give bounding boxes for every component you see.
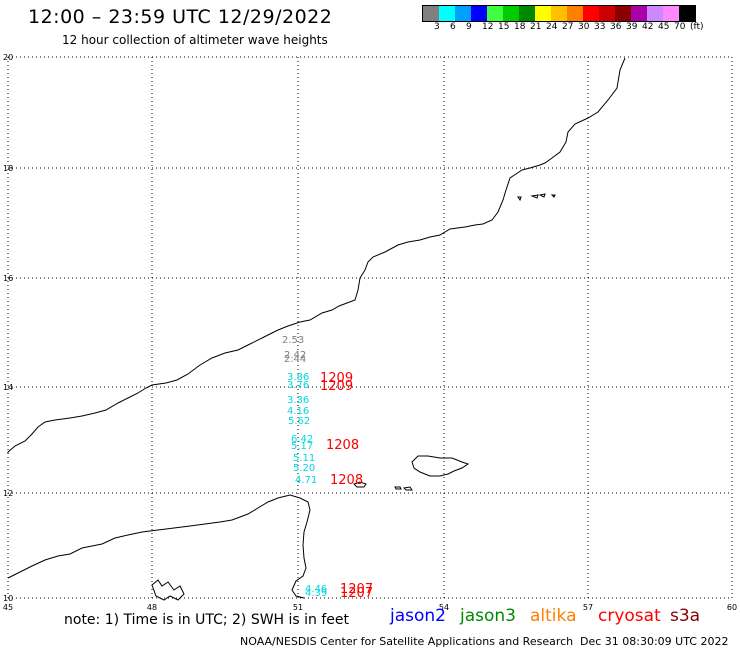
legend-swatch [519, 6, 535, 21]
arabian-coastline [7, 57, 626, 454]
legend-swatch [423, 6, 439, 21]
latitude-tick-labels: 20 18 16 14 12 10 [3, 53, 13, 603]
abd-al-kuri-island [353, 481, 367, 488]
legend-swatch [599, 6, 615, 21]
footer-note: note: 1) Time is in UTC; 2) SWH is in fe… [64, 612, 350, 628]
pass-time-label: 1207 [340, 586, 373, 601]
swh-label: 5.17 [291, 441, 313, 452]
kuria-muria-islet-1 [517, 196, 522, 202]
kuria-muria-islet-4 [550, 194, 556, 198]
legend-label: 15 [498, 22, 510, 32]
swh-label: 2.53 [282, 335, 304, 346]
lon-tick-label: 54 [439, 603, 449, 612]
somali-coastline [7, 494, 311, 599]
legend-swatch [487, 6, 503, 21]
legend-label: 18 [514, 22, 526, 32]
legend-label: (ft) [690, 22, 704, 32]
lon-tick-label: 60 [727, 603, 737, 612]
satellite-name-altika: altika [530, 606, 577, 626]
pass-time-label: 1207 [340, 582, 373, 597]
kuria-muria-islet-2 [530, 194, 539, 199]
swh-label: 5.11 [293, 453, 315, 464]
lon-tick-label: 51 [293, 603, 303, 612]
swh-label: 3.36 [287, 395, 309, 406]
swh-label: 2.42 [284, 350, 306, 361]
pass-time-label: 1208 [330, 473, 363, 488]
satellite-name-jason2: jason2 [390, 606, 446, 626]
legend-label: 3 [434, 22, 440, 32]
wave-height-labels: 2.53 2.422.44 3.863.76 3.364.165.62 6.425.17… [282, 335, 327, 599]
kuria-muria-islet-3 [538, 193, 546, 198]
lat-tick-label: 14 [3, 383, 13, 392]
legend-swatch [535, 6, 551, 21]
lon-tick-label: 57 [583, 603, 593, 612]
satellite-name-cryosat: cryosat [598, 606, 661, 626]
lat-tick-label: 20 [3, 53, 13, 62]
swh-label: 3.86 [287, 372, 309, 383]
lat-tick-label: 10 [3, 594, 13, 603]
swh-label: 4.71 [295, 475, 317, 486]
legend-swatch [455, 6, 471, 21]
small-islet-1 [394, 486, 402, 490]
legend-label: 21 [530, 22, 542, 32]
chart-title: 12:00 – 23:59 UTC 12/29/2022 [28, 6, 333, 28]
pass-time-label: 1209 [320, 379, 353, 394]
swh-label: 4.46 [305, 584, 327, 595]
coastline [7, 57, 626, 601]
lon-tick-label: 48 [147, 603, 157, 612]
longitude-tick-labels: 45 48 51 54 57 60 [3, 603, 737, 612]
somali-bay-inlet [151, 579, 185, 601]
color-legend [422, 5, 696, 22]
legend-label: 12 [482, 22, 494, 32]
legend-label: 36 [610, 22, 622, 32]
swh-label: 2.44 [284, 354, 306, 365]
lon-tick-label: 45 [3, 603, 13, 612]
legend-label: 30 [578, 22, 590, 32]
swh-label: 5.62 [288, 416, 310, 427]
swh-label: 3.76 [287, 380, 309, 391]
legend-label: 70 [674, 22, 686, 32]
legend-swatch [583, 6, 599, 21]
legend-label: 39 [626, 22, 638, 32]
socotra-island [411, 455, 470, 477]
legend-swatch [663, 6, 679, 21]
legend-label: 42 [642, 22, 654, 32]
legend-swatch [631, 6, 647, 21]
legend-swatch [439, 6, 455, 21]
legend-label: 6 [450, 22, 456, 32]
small-islet-2 [402, 486, 413, 491]
lat-tick-label: 12 [3, 489, 13, 498]
legend-label: 33 [594, 22, 606, 32]
legend-label: 45 [658, 22, 670, 32]
swh-label: 6.42 [291, 434, 313, 445]
legend-swatch [647, 6, 663, 21]
legend-label: 27 [562, 22, 574, 32]
lat-tick-label: 18 [3, 164, 13, 173]
legend-swatch [567, 6, 583, 21]
pass-time-label: 1209 [320, 371, 353, 386]
lat-tick-label: 16 [3, 274, 13, 283]
swh-label: 4.39 [305, 588, 327, 599]
legend-label: 9 [466, 22, 472, 32]
lat-lon-grid [7, 56, 733, 599]
legend-swatch [471, 6, 487, 21]
swh-label: 5.20 [293, 463, 315, 474]
legend-swatch [679, 6, 695, 21]
pass-time-label: 1208 [326, 438, 359, 453]
legend-swatch [551, 6, 567, 21]
swh-label: 4.16 [287, 406, 309, 417]
chart-subtitle: 12 hour collection of altimeter wave hei… [62, 33, 328, 47]
satellite-name-jason3: jason3 [460, 606, 516, 626]
generated-timestamp: Dec 31 08:30:09 UTC 2022 [580, 635, 729, 648]
satellite-name-s3a: s3a [670, 606, 701, 626]
legend-swatch [503, 6, 519, 21]
legend-swatch [615, 6, 631, 21]
legend-label: 24 [546, 22, 558, 32]
credit-text: NOAA/NESDIS Center for Satellite Applica… [240, 635, 574, 648]
